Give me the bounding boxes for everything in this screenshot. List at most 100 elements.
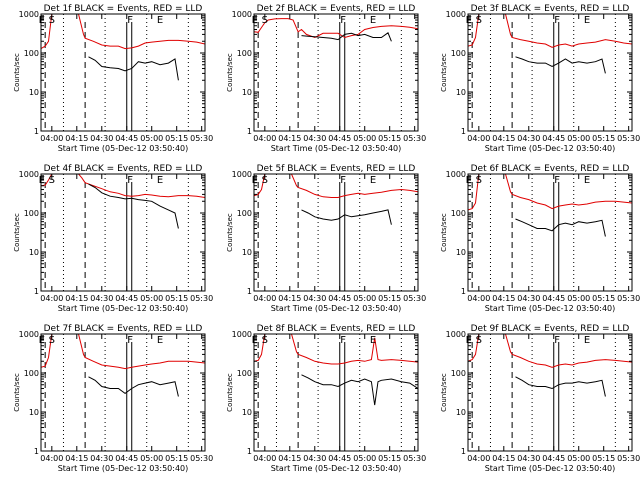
- y-tick-label: 100: [24, 49, 39, 58]
- events-series-line: [515, 376, 606, 397]
- x-tick-label: 04:00: [253, 134, 276, 143]
- chart-panel: Det 3f BLACK = Events, RED = LLDESFE1101…: [440, 4, 640, 153]
- phase-marker: S: [476, 335, 482, 346]
- x-tick-label: 05:15: [592, 294, 615, 303]
- series-group: [254, 174, 418, 225]
- x-tick-label: 05:30: [403, 294, 426, 303]
- phase-marker: E: [157, 175, 163, 186]
- y-tick-label: 10: [242, 88, 252, 97]
- x-tick-label: 05:00: [353, 454, 376, 463]
- plot-frame: [40, 13, 206, 132]
- y-tick-label: 1: [34, 287, 39, 296]
- plot-frame: [467, 333, 633, 452]
- panel-title: Det 1f BLACK = Events, RED = LLD: [44, 4, 203, 14]
- panel-title: Det 2f BLACK = Events, RED = LLD: [257, 4, 416, 14]
- x-tick-label: 04:45: [542, 454, 565, 463]
- x-axis-label: Start Time (05-Dec-12 03:50:40): [485, 304, 616, 313]
- x-tick-label: 04:15: [278, 294, 301, 303]
- panel-title: Det 8f BLACK = Events, RED = LLD: [257, 324, 416, 334]
- x-tick-label: 04:45: [328, 134, 351, 143]
- x-tick-label: 04:00: [40, 134, 63, 143]
- x-tick-label: 05:00: [567, 134, 590, 143]
- y-tick-label: 100: [451, 49, 466, 58]
- series-group: [468, 174, 632, 237]
- y-axis-label: Counts/sec: [440, 213, 448, 252]
- x-tick-label: 05:00: [353, 134, 376, 143]
- events-series-line: [88, 376, 179, 397]
- phase-marker: E: [370, 175, 376, 186]
- y-tick-label: 1: [461, 447, 466, 456]
- y-tick-label: 1: [461, 127, 466, 136]
- y-tick-label: 1000: [19, 330, 39, 339]
- y-tick-label: 100: [451, 369, 466, 378]
- phase-marker: E: [370, 15, 376, 26]
- series-group: [41, 14, 205, 81]
- y-tick-label: 100: [237, 49, 252, 58]
- phase-marker: F: [554, 175, 560, 186]
- x-tick-label: 04:30: [303, 294, 326, 303]
- panel-title: Det 3f BLACK = Events, RED = LLD: [471, 4, 630, 14]
- lld-series-line: [254, 174, 418, 198]
- y-tick-label: 1: [247, 287, 252, 296]
- x-tick-label: 05:00: [140, 454, 163, 463]
- phase-marker: S: [262, 175, 268, 186]
- chart-panel: Det 9f BLACK = Events, RED = LLDESFE1101…: [440, 324, 640, 473]
- x-tick-label: 05:00: [140, 294, 163, 303]
- phase-marker: E: [157, 15, 163, 26]
- y-tick-label: 100: [451, 209, 466, 218]
- lld-series-line: [254, 18, 418, 39]
- events-series-line: [301, 374, 418, 406]
- phase-marker: F: [127, 175, 133, 186]
- y-tick-label: 1000: [232, 170, 252, 179]
- lld-series-line: [468, 334, 632, 368]
- x-tick-label: 05:30: [190, 294, 213, 303]
- lld-series-line: [468, 14, 632, 48]
- chart-panel: Det 8f BLACK = Events, RED = LLDESFE1101…: [226, 324, 426, 473]
- y-axis-label: Counts/sec: [13, 373, 21, 412]
- x-tick-label: 04:30: [303, 454, 326, 463]
- y-tick-label: 10: [456, 408, 466, 417]
- panel-title: Det 6f BLACK = Events, RED = LLD: [471, 164, 630, 174]
- y-axis-label: Counts/sec: [226, 53, 234, 92]
- plot-frame: [253, 173, 419, 292]
- phase-marker: F: [340, 175, 346, 186]
- y-tick-label: 100: [237, 209, 252, 218]
- x-tick-label: 04:00: [467, 134, 490, 143]
- x-tick-label: 04:30: [517, 134, 540, 143]
- x-tick-label: 05:00: [140, 134, 163, 143]
- phase-marker: E: [584, 175, 590, 186]
- y-axis-label: Counts/sec: [440, 53, 448, 92]
- plot-frame: [467, 173, 633, 292]
- y-axis-label: Counts/sec: [226, 213, 234, 252]
- plot-frame: [467, 13, 633, 132]
- events-series-line: [515, 218, 606, 237]
- plot-frame: [40, 333, 206, 452]
- y-tick-label: 10: [29, 408, 39, 417]
- x-tick-label: 05:30: [403, 134, 426, 143]
- x-tick-label: 04:30: [303, 134, 326, 143]
- y-axis-label: Counts/sec: [13, 213, 21, 252]
- phase-marker: E: [584, 335, 590, 346]
- x-tick-label: 05:15: [378, 294, 401, 303]
- phase-marker: F: [340, 335, 346, 346]
- plot-frame: [253, 333, 419, 452]
- lld-series-line: [468, 174, 632, 211]
- y-tick-label: 10: [29, 248, 39, 257]
- x-tick-label: 05:15: [378, 134, 401, 143]
- x-tick-label: 04:00: [253, 294, 276, 303]
- x-tick-label: 04:45: [328, 454, 351, 463]
- phase-marker: F: [554, 335, 560, 346]
- series-group: [468, 14, 632, 74]
- y-tick-label: 100: [237, 369, 252, 378]
- y-tick-label: 10: [242, 408, 252, 417]
- x-tick-label: 05:15: [165, 134, 188, 143]
- series-group: [254, 18, 418, 42]
- x-tick-label: 04:45: [542, 294, 565, 303]
- x-tick-label: 05:30: [190, 134, 213, 143]
- events-series-line: [88, 183, 179, 229]
- panel-title: Det 4f BLACK = Events, RED = LLD: [44, 164, 203, 174]
- y-tick-label: 1: [34, 447, 39, 456]
- phase-marker: S: [476, 175, 482, 186]
- phase-marker: E: [584, 15, 590, 26]
